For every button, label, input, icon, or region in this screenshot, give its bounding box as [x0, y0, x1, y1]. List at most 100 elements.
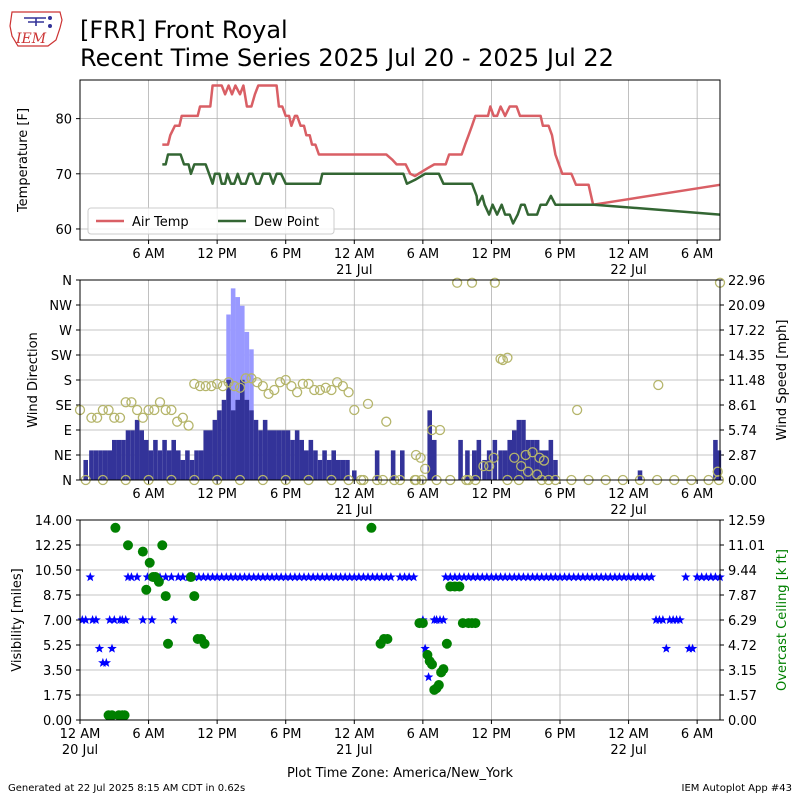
plot-frame: [79, 79, 721, 241]
wind-direction-marker: [451, 277, 463, 288]
ceiling-marker: [454, 581, 465, 592]
wind-speed-bar: [285, 430, 291, 480]
x-tick-label: 6 PM: [270, 727, 301, 742]
visibility-marker: [173, 572, 183, 582]
visibility-marker: [523, 572, 533, 582]
wind-speed-bar: [240, 379, 245, 480]
ceiling-marker: [185, 572, 196, 583]
y-tick-label: 12.25: [35, 539, 72, 554]
legend-entry: Air Temp: [132, 215, 189, 230]
wind-speed-bar: [162, 439, 167, 480]
wind-speed-bar: [458, 439, 463, 480]
wind-direction-marker: [527, 447, 538, 458]
visibility-marker: [349, 572, 359, 582]
y-tick-label: 0.00: [43, 714, 72, 729]
wind-speed-bar: [427, 410, 432, 480]
visibility-marker: [658, 615, 668, 624]
y2-tick-label: 3.15: [728, 664, 757, 679]
wind-speed-bar: [525, 439, 531, 480]
wind-speed-bar: [116, 439, 122, 480]
ceiling-marker: [417, 618, 428, 629]
visibility-marker: [582, 572, 593, 582]
visibility-marker: [290, 572, 300, 582]
y-tick-label: 3.50: [43, 664, 72, 679]
visibility-marker: [646, 572, 657, 582]
ceiling-marker: [141, 584, 152, 595]
wind-direction-marker: [538, 455, 550, 466]
visibility-marker: [486, 572, 497, 582]
ceiling-marker: [157, 540, 168, 551]
y-tick-label: 80: [55, 113, 72, 128]
y2-tick-label: 20.09: [728, 299, 765, 314]
wind-speed-bar: [530, 439, 535, 480]
wind-speed-bar: [352, 470, 357, 480]
wind-direction-marker: [349, 404, 360, 416]
wind-direction-marker: [234, 382, 246, 393]
wind-speed-bar: [313, 450, 318, 480]
wind-speed-bar: [198, 450, 204, 480]
wind-speed-bar: [299, 439, 304, 480]
wind-speed-bar: [89, 450, 94, 480]
y2-tick-label: 9.44: [728, 564, 757, 579]
visibility-marker: [610, 572, 620, 582]
x-tick-label: 12 AM: [608, 487, 649, 502]
visibility-marker: [178, 572, 188, 582]
ceiling-marker: [199, 638, 210, 649]
y-tick-label: N: [62, 474, 72, 489]
visibility-marker: [550, 572, 561, 582]
y2-tick-label: 4.72: [728, 639, 757, 654]
wind-direction-marker: [297, 378, 309, 390]
x-tick-label: 6 PM: [270, 247, 301, 262]
wind-speed-bar: [476, 439, 482, 480]
wind-direction-marker: [419, 463, 431, 475]
visibility-marker: [77, 615, 87, 624]
visibility-marker: [661, 643, 671, 653]
visibility-marker: [340, 572, 350, 582]
visibility-marker: [420, 643, 430, 653]
wind-speed-bar: [294, 430, 300, 480]
visibility-marker: [331, 572, 341, 582]
ceiling-marker: [123, 540, 133, 551]
visibility-marker: [687, 643, 698, 653]
wind-direction-marker: [381, 416, 392, 427]
visibility-marker: [381, 572, 391, 582]
x-tick-label: 12 PM: [197, 727, 237, 742]
y-tick-label: S: [64, 374, 72, 389]
wind-direction-marker: [515, 460, 527, 472]
wind-direction-marker: [97, 404, 109, 416]
visibility-marker: [509, 572, 519, 582]
ceiling-marker: [433, 680, 444, 691]
wind-direction-marker: [229, 380, 240, 392]
y2-tick-label: 11.01: [728, 539, 765, 554]
wind-speed-bar: [432, 439, 437, 480]
y2-tick-label: 0.00: [728, 714, 757, 729]
wind-direction-marker: [200, 380, 211, 392]
wind-speed-bar: [171, 439, 176, 480]
ceiling-marker: [160, 591, 171, 602]
ceiling-marker: [189, 591, 200, 602]
visibility-marker: [482, 572, 492, 582]
visibility-marker: [372, 572, 382, 582]
visibility-marker: [559, 572, 570, 582]
visibility-marker: [335, 572, 346, 582]
wind-direction-marker: [488, 452, 499, 463]
visibility-marker: [239, 572, 250, 582]
x-tick-label: 12 AM: [608, 727, 649, 742]
visibility-marker: [249, 572, 259, 582]
visibility-marker: [468, 572, 478, 582]
wind-direction-marker: [286, 380, 297, 392]
visibility-marker: [367, 572, 378, 582]
visibility-marker: [244, 572, 254, 582]
visibility-marker: [358, 572, 369, 582]
ceiling-marker: [382, 633, 393, 644]
y-tick-label: 1.75: [43, 689, 72, 704]
wind-speed-bar: [336, 459, 341, 480]
chart-title: [FRR] Front Royal: [80, 16, 288, 44]
visibility-marker: [377, 572, 387, 582]
visibility-marker: [692, 572, 702, 582]
wind-speed-bar: [93, 450, 99, 480]
visibility-marker: [541, 572, 551, 582]
y-axis-label: Visibility [miles]: [10, 568, 25, 671]
visibility-marker: [697, 572, 707, 582]
wind-speed-bar: [139, 430, 144, 480]
